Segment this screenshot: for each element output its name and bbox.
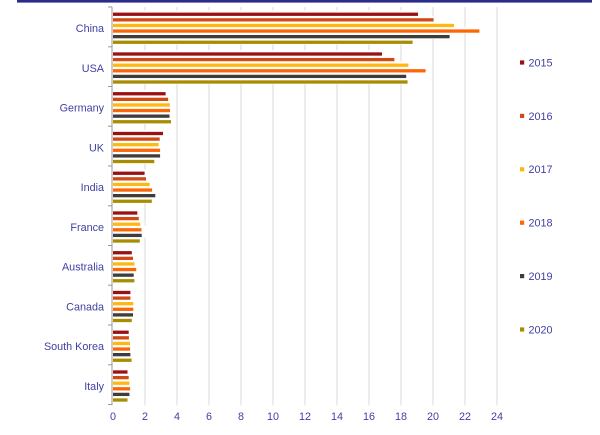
svg-text:South Korea: South Korea xyxy=(44,341,104,353)
svg-text:22: 22 xyxy=(459,411,471,423)
svg-text:14: 14 xyxy=(331,411,343,423)
svg-text:18: 18 xyxy=(395,411,407,423)
svg-text:Australia: Australia xyxy=(62,262,104,274)
svg-text:2019: 2019 xyxy=(529,271,553,283)
svg-text:Germany: Germany xyxy=(60,103,105,115)
svg-text:10: 10 xyxy=(267,411,279,423)
svg-text:2: 2 xyxy=(142,411,148,423)
svg-text:2017: 2017 xyxy=(529,164,553,176)
svg-text:China: China xyxy=(76,23,104,35)
svg-text:USA: USA xyxy=(82,63,105,75)
svg-text:2020: 2020 xyxy=(529,324,553,336)
svg-text:20: 20 xyxy=(427,411,439,423)
svg-text:Italy: Italy xyxy=(84,381,104,393)
svg-text:UK: UK xyxy=(89,143,105,155)
svg-text:16: 16 xyxy=(363,411,375,423)
svg-text:France: France xyxy=(70,222,104,234)
svg-text:8: 8 xyxy=(238,411,244,423)
svg-text:24: 24 xyxy=(491,411,503,423)
svg-text:6: 6 xyxy=(206,411,212,423)
svg-text:2018: 2018 xyxy=(529,218,553,230)
svg-text:2015: 2015 xyxy=(529,57,553,69)
svg-text:Canada: Canada xyxy=(66,301,104,313)
svg-text:India: India xyxy=(81,182,104,194)
svg-text:0: 0 xyxy=(110,411,116,423)
svg-text:12: 12 xyxy=(299,411,311,423)
svg-text:4: 4 xyxy=(174,411,180,423)
svg-text:2016: 2016 xyxy=(529,111,553,123)
